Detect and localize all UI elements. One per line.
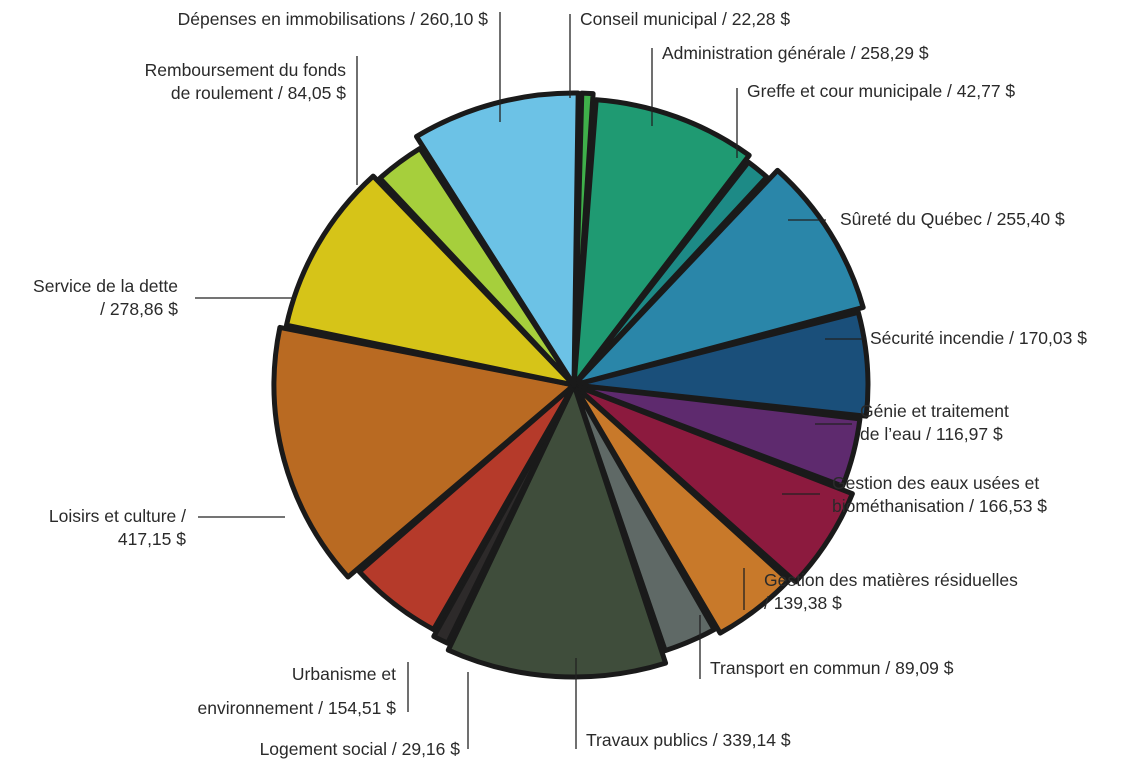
label-surete-quebec: Sûreté du Québec / 255,40 $ [840, 209, 1065, 229]
label-line: Gestion des matières résiduelles [764, 570, 1018, 590]
pie-slice [571, 382, 717, 654]
label-line: Urbanisme et [291, 664, 396, 684]
pie-slice [571, 382, 792, 636]
label-line: Loisirs et culture / [48, 506, 186, 526]
label-genie-eau: Génie et traitement de l’eau / 116,97 $ [860, 400, 1009, 446]
label-line: 417,15 $ [117, 529, 186, 549]
pie-slice [284, 173, 577, 388]
label-line: de roulement / 84,05 $ [170, 83, 346, 103]
label-line: de l’eau / 116,97 $ [860, 424, 1003, 444]
pie-slice [445, 382, 669, 680]
pie-slice [356, 382, 577, 632]
label-loisirs-culture: Loisirs et culture / 417,15 $ [0, 505, 186, 551]
label-eaux-usees: Gestion des eaux usées et biométhanisati… [832, 472, 1047, 518]
pie-slice [271, 324, 577, 580]
label-conseil-municipal: Conseil municipal / 22,28 $ [580, 9, 791, 29]
pie-slice [571, 159, 770, 388]
pie-slice [571, 97, 752, 388]
label-logement-social: Logement social / 29,16 $ [259, 739, 460, 759]
label-travaux-publics: Travaux publics / 339,14 $ [586, 730, 791, 750]
pie-slice [571, 382, 855, 585]
label-line: Remboursement du fonds [144, 60, 346, 80]
label-line: / 278,86 $ [100, 299, 178, 319]
label-securite-incendie: Sécurité incendie / 170,03 $ [870, 328, 1087, 348]
label-line: Service de la dette [33, 276, 178, 296]
label-urbanisme: Urbanisme et environnement / 154,51 $ [120, 663, 396, 720]
label-line: biométhanisation / 166,53 $ [832, 496, 1048, 516]
label-line: Gestion des eaux usées et [832, 473, 1040, 493]
leader-lines [195, 12, 862, 749]
pie-slice [571, 167, 866, 388]
label-remboursement: Remboursement du fonds de roulement / 84… [60, 59, 346, 105]
label-greffe: Greffe et cour municipale / 42,77 $ [747, 81, 1016, 101]
pie-slice [414, 90, 581, 388]
pie-slices [271, 90, 871, 680]
label-depenses-immobilisations: Dépenses en immobilisations / 260,10 $ [177, 9, 488, 29]
label-administration-generale: Administration générale / 258,29 $ [662, 43, 929, 63]
label-line: / 139,38 $ [764, 593, 842, 613]
pie-slice [571, 309, 871, 419]
label-matieres-residuelles: Gestion des matières résiduelles / 139,3… [764, 569, 1018, 615]
label-service-dette: Service de la dette / 278,86 $ [0, 275, 178, 321]
pie-slice [377, 146, 577, 388]
label-line: Génie et traitement [860, 401, 1009, 421]
label-line: environnement / 154,51 $ [197, 698, 396, 718]
label-transport-commun: Transport en commun / 89,09 $ [710, 658, 954, 678]
